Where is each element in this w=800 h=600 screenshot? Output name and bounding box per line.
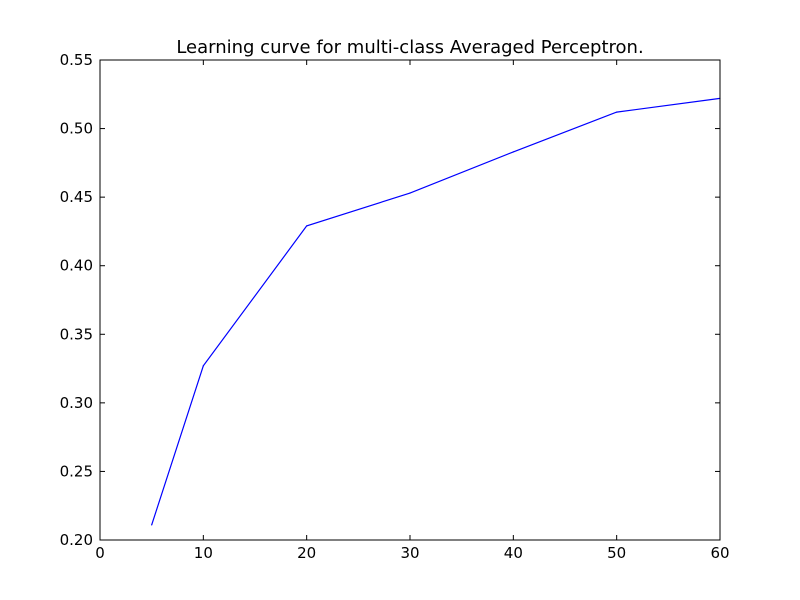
data-point <box>151 524 153 526</box>
x-tick-label: 0 <box>95 544 105 562</box>
data-point <box>512 151 514 153</box>
data-point <box>616 111 618 113</box>
x-tick-label: 60 <box>710 544 729 562</box>
y-tick-label: 0.45 <box>60 188 93 206</box>
y-tick-label: 0.50 <box>60 120 93 138</box>
x-tick-label: 30 <box>400 544 419 562</box>
chart-title: Learning curve for multi-class Averaged … <box>176 37 643 58</box>
data-point <box>409 192 411 194</box>
y-tick-label: 0.30 <box>60 394 93 412</box>
tick-layer: 0 10 20 30 40 50 60 0.20 0.25 0.30 0.35 0.40 0.45 0.5… <box>60 51 730 562</box>
x-tick-label: 20 <box>297 544 316 562</box>
data-point <box>306 225 308 227</box>
y-tick-label: 0.40 <box>60 257 93 275</box>
x-tick-label: 40 <box>504 544 523 562</box>
y-tick-label: 0.55 <box>60 51 93 69</box>
y-tick-label: 0.25 <box>60 462 93 480</box>
plot-frame <box>99 59 721 541</box>
data-point <box>202 365 204 367</box>
plot-area <box>100 60 720 540</box>
y-tick-label: 0.20 <box>60 531 93 549</box>
x-tick-label: 10 <box>194 544 213 562</box>
x-tick-label: 50 <box>607 544 626 562</box>
y-tick-label: 0.35 <box>60 325 93 343</box>
